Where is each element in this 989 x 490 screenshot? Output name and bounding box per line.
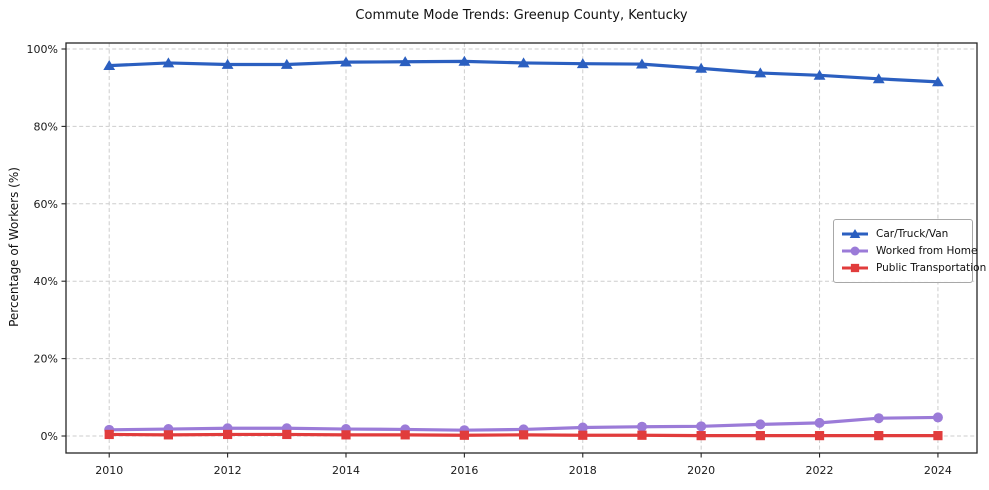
square-marker xyxy=(850,263,860,273)
x-tick-label: 2024 xyxy=(924,464,952,477)
y-tick-label: 0% xyxy=(41,430,58,443)
square-marker xyxy=(341,430,351,440)
circle-marker xyxy=(696,421,707,432)
square-marker xyxy=(578,430,588,440)
y-tick-label: 40% xyxy=(34,275,58,288)
x-tick-label: 2016 xyxy=(450,464,478,477)
triangle-marker xyxy=(636,58,648,69)
x-tick-label: 2020 xyxy=(687,464,715,477)
x-tick-label: 2018 xyxy=(569,464,597,477)
legend-label: Car/Truck/Van xyxy=(876,228,949,240)
triangle-marker xyxy=(849,228,861,238)
y-tick-label: 60% xyxy=(34,198,58,211)
triangle-marker xyxy=(872,73,885,84)
y-tick-label: 100% xyxy=(27,43,58,56)
square-marker xyxy=(755,431,765,441)
x-tick-label: 2022 xyxy=(806,464,834,477)
triangle-marker xyxy=(932,76,944,87)
triangle-marker xyxy=(280,58,293,69)
legend-label: Worked from Home xyxy=(876,245,978,257)
square-marker xyxy=(223,429,233,440)
legend: Car/Truck/Van Worked from Home Public Tran… xyxy=(833,219,986,283)
circle-marker xyxy=(932,412,943,423)
legend-item-car-truck-van: Car/Truck/Van xyxy=(841,226,964,242)
legend-circle-icon xyxy=(842,246,868,256)
circle-marker xyxy=(850,246,860,256)
square-marker xyxy=(400,430,410,440)
circle-marker xyxy=(814,417,825,428)
chart-title: Commute Mode Trends: Greenup County, Ken… xyxy=(355,8,688,23)
triangle-marker xyxy=(458,55,471,66)
square-marker xyxy=(282,429,292,440)
y-tick-label: 80% xyxy=(34,120,58,133)
triangle-marker xyxy=(399,56,412,67)
triangle-marker xyxy=(695,62,708,73)
square-marker xyxy=(104,429,114,440)
legend-triangle-icon xyxy=(842,228,868,238)
square-marker xyxy=(874,431,884,441)
circle-marker xyxy=(755,419,766,430)
square-marker xyxy=(814,431,825,441)
circle-marker xyxy=(873,413,884,424)
square-marker xyxy=(637,430,647,440)
triangle-marker xyxy=(221,58,234,69)
x-tick-label: 2010 xyxy=(95,464,123,477)
square-marker xyxy=(459,430,469,440)
triangle-marker xyxy=(340,56,352,67)
legend-square-icon xyxy=(842,263,868,273)
series-car-truck-van xyxy=(103,55,944,87)
y-tick-label: 20% xyxy=(34,353,58,366)
square-marker xyxy=(933,431,943,441)
legend-label: Public Transportation xyxy=(876,262,987,274)
square-marker xyxy=(163,430,174,440)
legend-item-worked-from-home: Worked from Home xyxy=(841,243,977,259)
square-marker xyxy=(696,431,706,441)
series-public-transportation xyxy=(104,429,943,441)
x-tick-label: 2012 xyxy=(214,464,242,477)
triangle-marker xyxy=(103,60,116,71)
plot-border xyxy=(65,42,978,454)
square-marker xyxy=(518,430,529,440)
triangle-marker xyxy=(517,57,530,68)
x-tick-label: 2014 xyxy=(332,464,360,477)
circle-marker xyxy=(577,422,588,433)
triangle-marker xyxy=(576,58,589,69)
triangle-marker xyxy=(813,69,826,80)
circle-marker xyxy=(636,421,647,432)
legend-item-public-transportation: Public Transportation xyxy=(841,260,986,276)
triangle-marker xyxy=(754,67,767,78)
triangle-marker xyxy=(162,57,175,68)
